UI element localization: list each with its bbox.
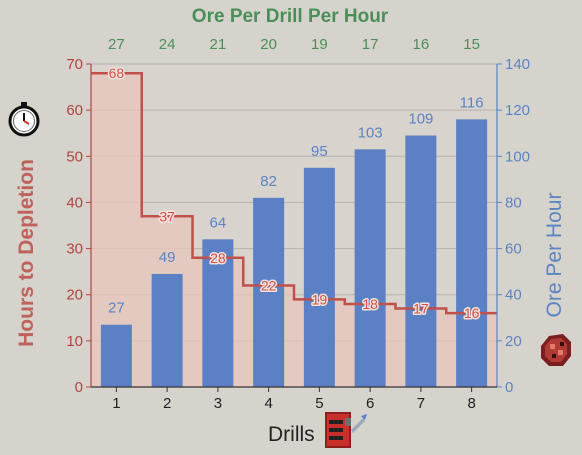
y-left-tick-label: 40 [66,194,83,211]
x-tick-label: 2 [163,395,171,412]
depletion-value-label: 37 [159,208,175,224]
bar [405,135,437,387]
depletion-step-line [91,71,497,315]
y-right-tick-label: 140 [505,56,530,73]
depletion-value-label: 22 [261,277,277,293]
x-tick-label: 6 [366,395,374,412]
bar [151,273,183,387]
x-tick-label: 8 [467,395,475,412]
depletion-value-label: 19 [312,291,328,307]
bar [303,167,335,387]
y-right-tick-label: 40 [505,287,522,304]
bar [456,119,488,387]
chart-title: Ore Per Drill Per Hour [192,6,389,27]
top-axis-label: 17 [362,36,379,53]
depletion-value-label: 28 [210,250,226,266]
y-left-tick-label: 30 [66,241,83,258]
drill-icon [325,412,367,448]
y-axis-right-label: Ore Per Hour [543,193,566,318]
y-right-tick-label: 0 [505,379,513,396]
x-tick-label: 3 [214,395,222,412]
bar [202,239,234,387]
bar [354,149,386,387]
bar [253,197,285,387]
y-left-tick-label: 70 [66,56,83,73]
bar-value-label: 116 [460,94,484,111]
depletion-line-group [91,71,497,315]
depletion-value-label: 16 [464,305,480,321]
bar-value-label: 103 [358,124,383,141]
x-tick-label: 1 [112,395,120,412]
y-left-tick-label: 0 [75,379,83,396]
bar-value-label: 27 [108,300,125,317]
bar-value-label: 64 [210,214,227,231]
top-axis-label: 15 [463,36,480,53]
y-right-tick-label: 60 [505,241,522,258]
y-right-tick-label: 20 [505,333,522,350]
axes-group [86,63,502,392]
bar-value-label: 109 [408,111,433,128]
bars-group [100,119,488,387]
y-axis-left-label: Hours to Depletion [15,159,38,347]
depletion-value-label: 17 [413,301,429,317]
y-left-tick-label: 60 [66,102,83,119]
x-tick-label: 7 [417,395,425,412]
y-right-tick-label: 120 [505,102,530,119]
x-tick-label: 4 [264,395,272,412]
clock-icon [8,102,40,137]
y-right-tick-label: 100 [505,148,530,165]
bar-value-label: 82 [260,173,277,190]
y-left-tick-label: 10 [66,333,83,350]
top-axis-label: 16 [413,36,430,53]
ore-icon [541,334,571,366]
top-axis-label: 24 [159,36,176,53]
x-axis-label: Drills [268,423,315,446]
bar [100,324,132,387]
y-left-tick-label: 20 [66,287,83,304]
x-tick-label: 5 [315,395,323,412]
top-axis-label: 27 [108,36,125,53]
y-left-tick-label: 50 [66,148,83,165]
bar-value-label: 49 [159,249,176,266]
labels-group: 0102030405060700204060801001201402749648… [66,36,530,412]
depletion-value-label: 68 [109,65,125,81]
y-right-tick-label: 80 [505,194,522,211]
depletion-value-label: 18 [362,296,378,312]
top-axis-label: 19 [311,36,328,53]
top-axis-label: 20 [260,36,277,53]
top-axis-label: 21 [210,36,227,53]
bar-value-label: 95 [311,143,328,160]
